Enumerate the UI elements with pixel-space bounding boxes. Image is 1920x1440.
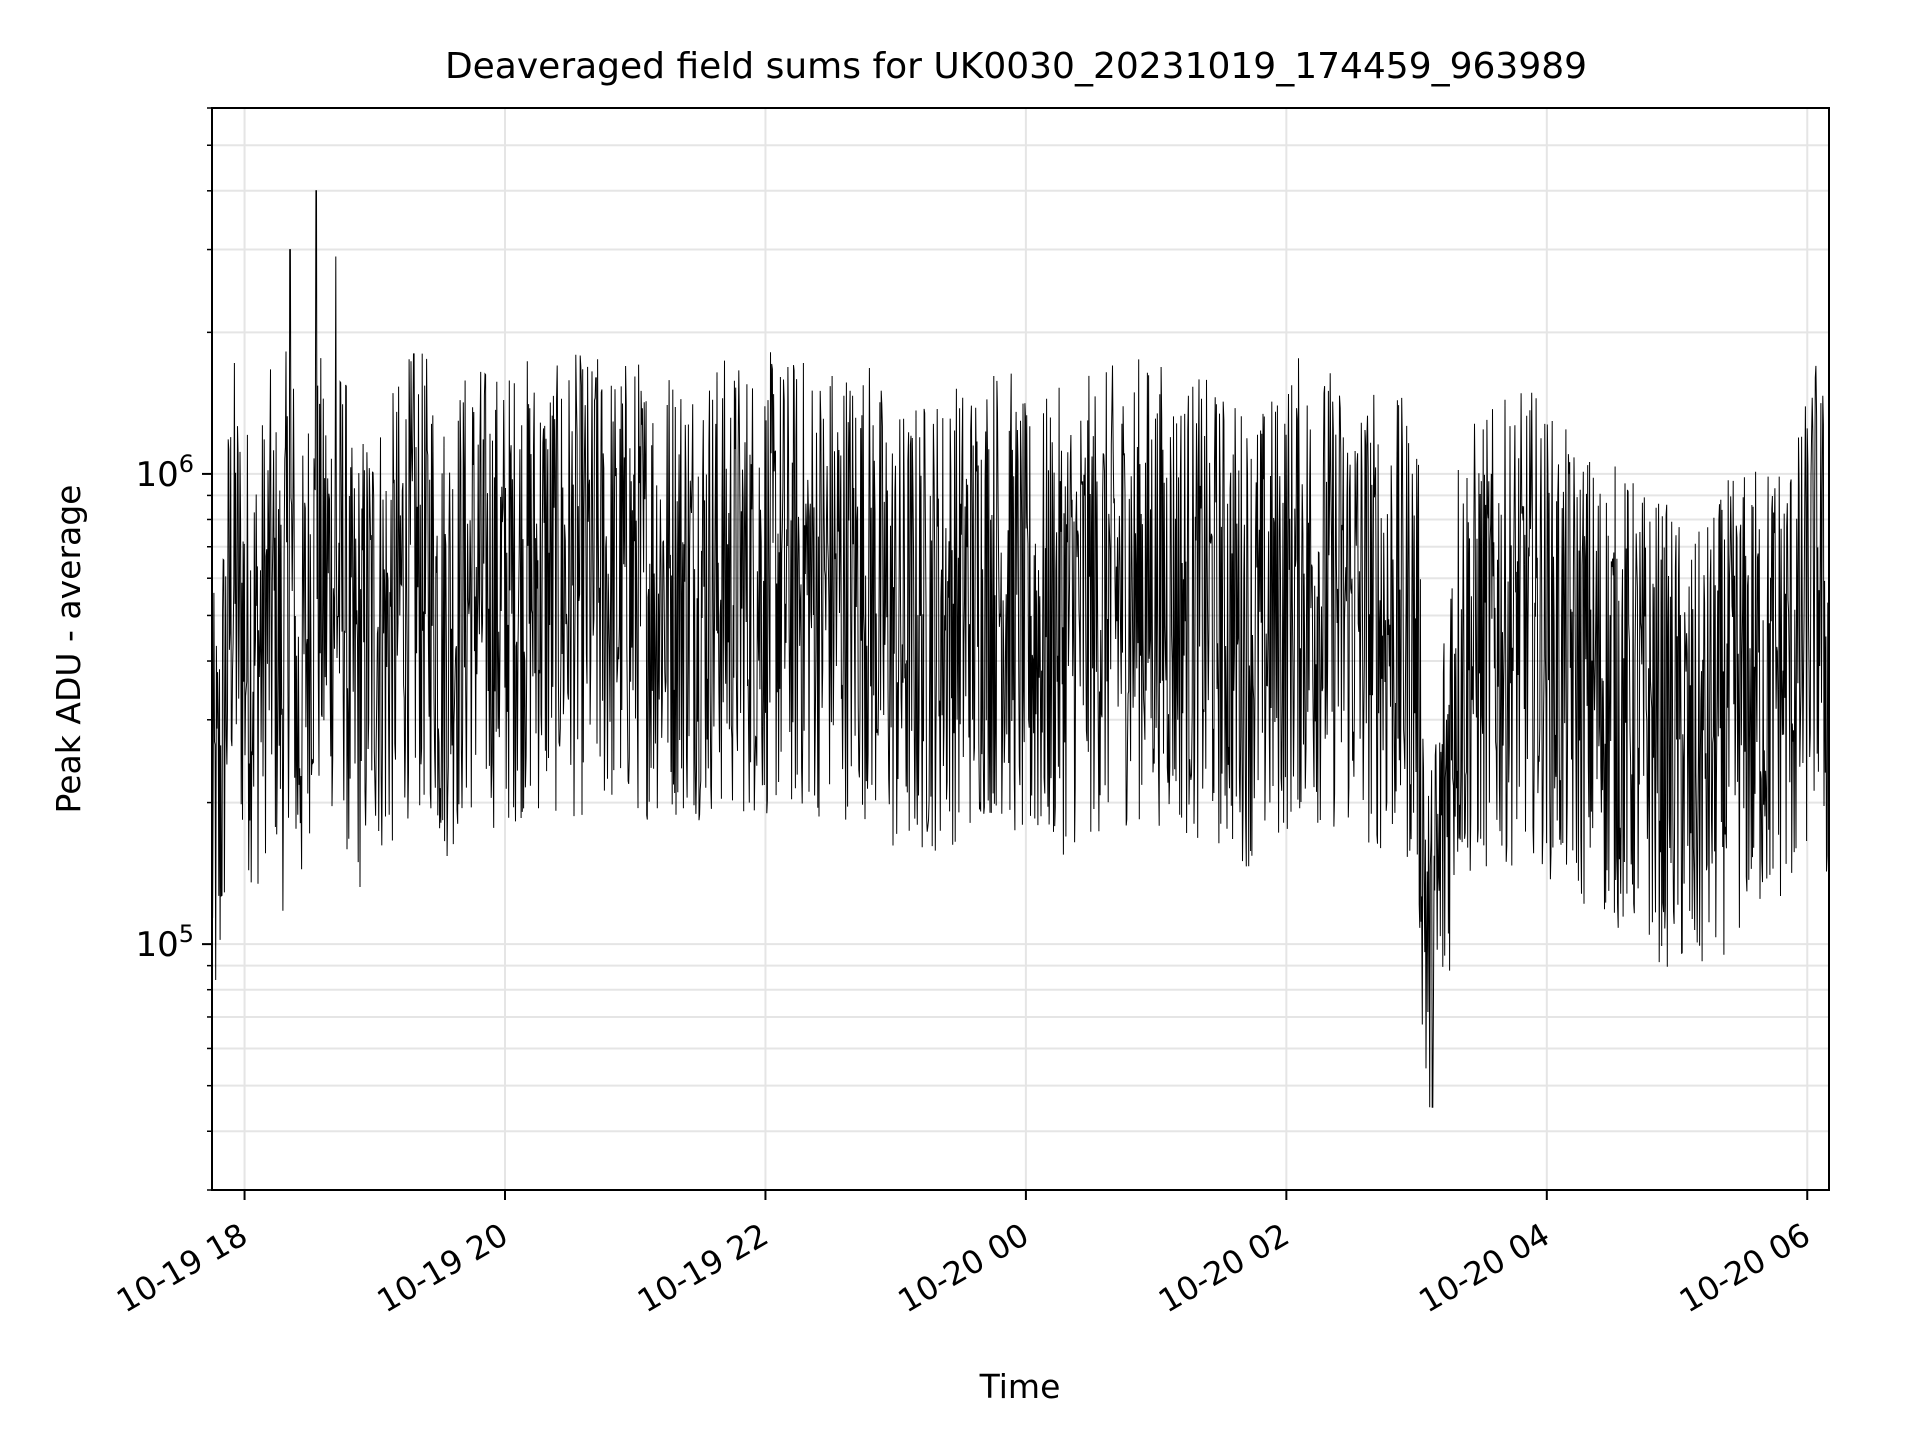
series-line bbox=[211, 190, 1830, 1108]
y-tick-label: 105 bbox=[135, 920, 194, 965]
x-tick-label: 10-19 18 bbox=[110, 1215, 254, 1320]
x-tick-label: 10-20 02 bbox=[1152, 1215, 1296, 1320]
y-tick-label: 106 bbox=[135, 450, 194, 495]
x-axis-label: Time bbox=[979, 1367, 1061, 1406]
x-tick-label: 10-20 04 bbox=[1412, 1215, 1556, 1320]
chart-title: Deaveraged field sums for UK0030_2023101… bbox=[445, 46, 1587, 87]
y-tick-labels: 105 106 bbox=[135, 450, 194, 965]
x-tick-label: 10-19 22 bbox=[631, 1215, 775, 1320]
y-axis-label: Peak ADU - average bbox=[49, 485, 88, 814]
plot-frame bbox=[211, 107, 1830, 1191]
x-tick-labels: 10-19 18 10-19 20 10-19 22 10-20 00 10-20 02… bbox=[110, 1215, 1816, 1320]
x-tick-label: 10-20 06 bbox=[1673, 1215, 1817, 1320]
x-tick-label: 10-19 20 bbox=[371, 1215, 515, 1320]
x-tick-label: 10-20 00 bbox=[892, 1215, 1036, 1320]
